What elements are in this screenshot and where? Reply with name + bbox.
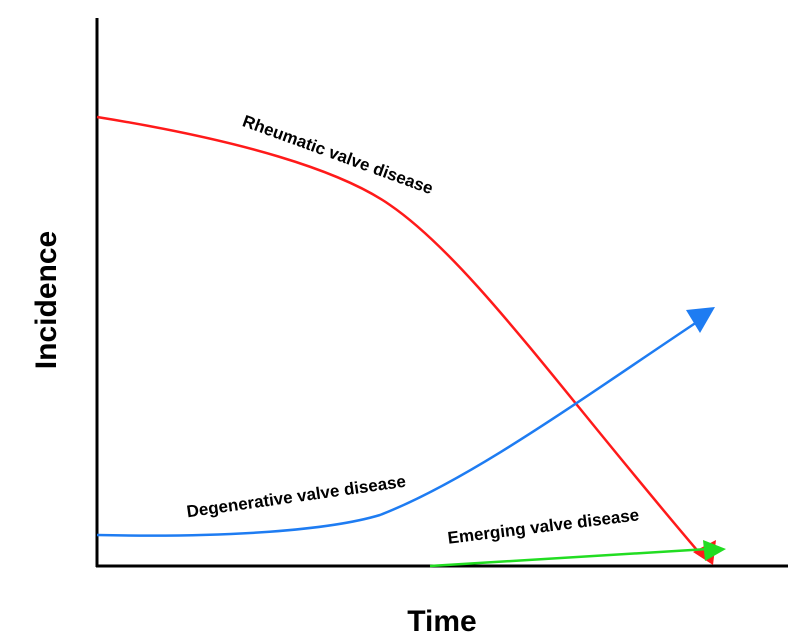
- rheumatic-curve: [96, 115, 703, 557]
- y-axis-title: Incidence: [30, 231, 63, 369]
- emerging-curve: [429, 547, 709, 568]
- x-axis-title: Time: [407, 605, 476, 638]
- curve-label: Emerging valve disease: [446, 505, 640, 547]
- degenerative-arrowhead: [686, 307, 715, 333]
- degenerative-curve: [96, 320, 698, 537]
- emerging-arrowhead: [703, 540, 726, 561]
- curve-label: Degenerative valve disease: [185, 472, 407, 522]
